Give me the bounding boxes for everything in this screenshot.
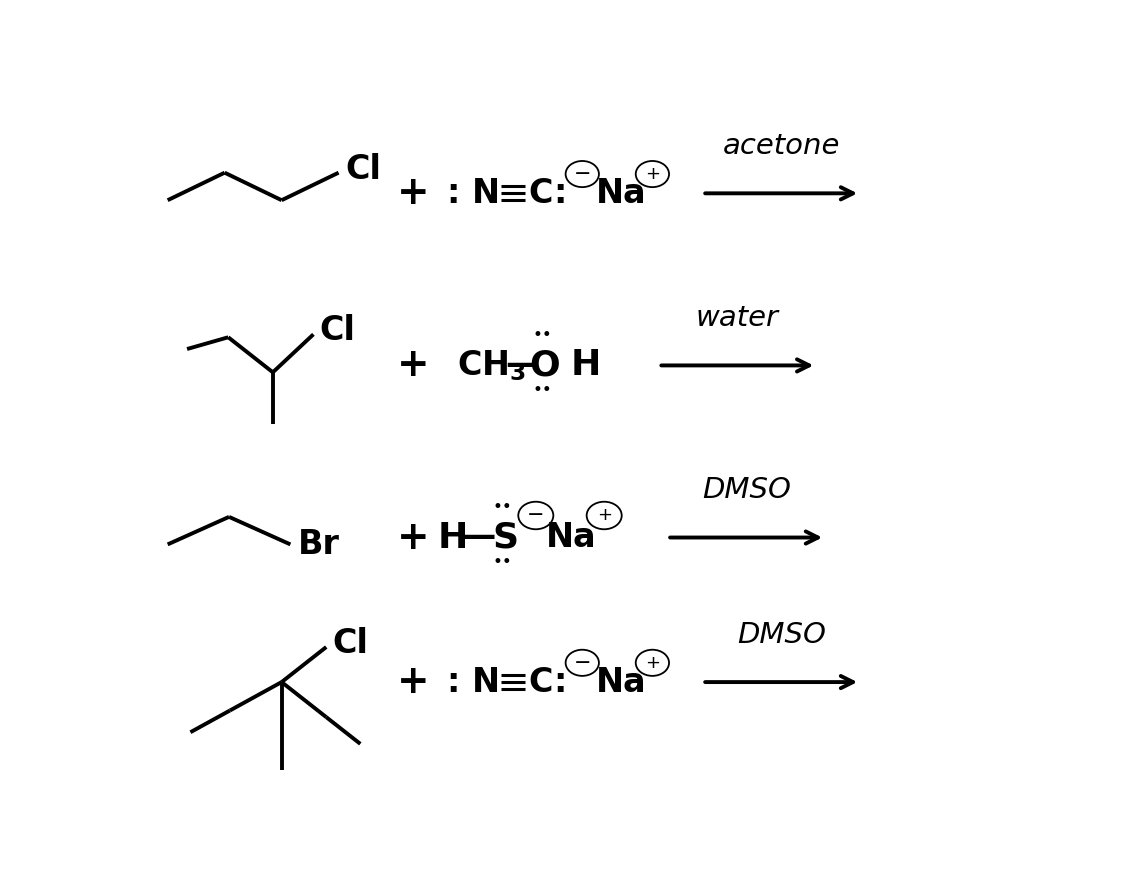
Text: +: + <box>645 165 659 183</box>
Text: Na: Na <box>545 521 596 554</box>
Text: N: N <box>472 177 500 210</box>
Text: DMSO: DMSO <box>736 621 826 649</box>
Text: +: + <box>397 346 430 384</box>
Text: :: : <box>446 665 459 698</box>
Text: ••: •• <box>493 553 512 571</box>
Text: −: − <box>527 505 544 526</box>
Text: ••: •• <box>532 326 552 344</box>
Text: :: : <box>446 177 459 210</box>
Text: +: + <box>645 654 659 671</box>
Text: $\mathbf{CH_3}$: $\mathbf{CH_3}$ <box>457 348 526 383</box>
Text: —: — <box>506 348 538 381</box>
Text: Na: Na <box>596 177 646 210</box>
Text: −: − <box>573 164 592 184</box>
Text: DMSO: DMSO <box>701 477 791 504</box>
Text: :: : <box>553 665 567 698</box>
Text: Br: Br <box>297 527 339 561</box>
Text: C: C <box>528 177 552 210</box>
Text: Cl: Cl <box>346 153 381 186</box>
Text: —: — <box>463 519 495 552</box>
Text: O: O <box>529 349 560 383</box>
Text: ••: •• <box>493 498 512 516</box>
Text: Cl: Cl <box>333 627 369 660</box>
Text: acetone: acetone <box>723 132 840 160</box>
Text: −: − <box>573 653 592 673</box>
Text: +: + <box>397 174 430 213</box>
Text: ••: •• <box>532 381 552 400</box>
Text: Na: Na <box>596 665 646 698</box>
Text: N: N <box>472 665 500 698</box>
Text: water: water <box>696 304 779 333</box>
Text: +: + <box>397 519 430 557</box>
Text: S: S <box>492 520 518 554</box>
Text: +: + <box>397 663 430 701</box>
Text: H: H <box>571 349 602 383</box>
Text: Cl: Cl <box>320 315 355 348</box>
Text: :: : <box>553 177 567 210</box>
Text: H: H <box>438 520 468 554</box>
Text: +: + <box>597 507 612 525</box>
Text: C: C <box>528 665 552 698</box>
